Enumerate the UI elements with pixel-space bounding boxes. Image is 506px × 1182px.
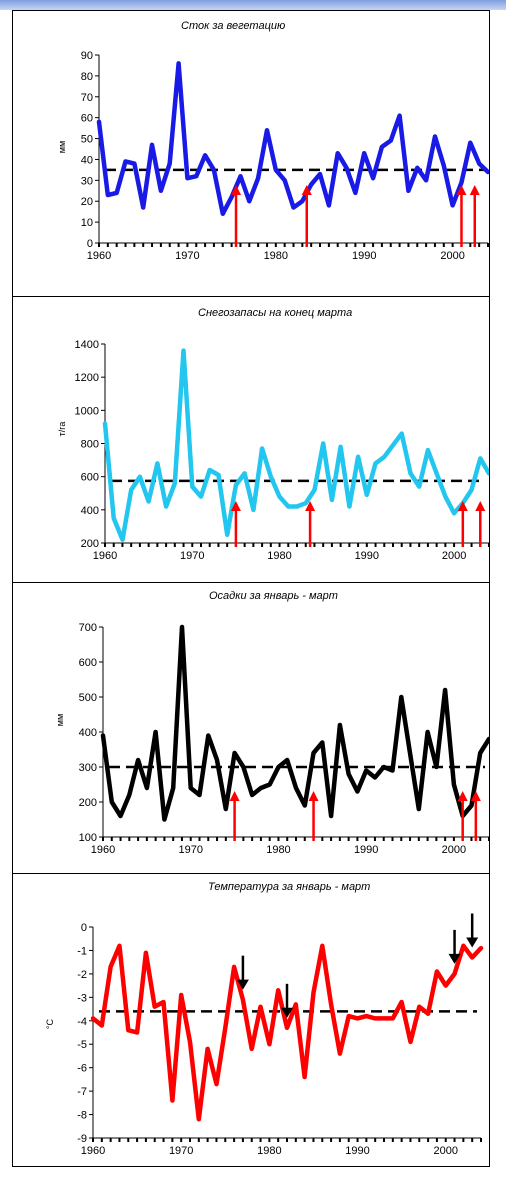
- runoff-panel: Сток за вегетацию 0 10 20 30 40 50 60 70 80 90 1960…: [13, 11, 491, 296]
- panel-divider: [13, 582, 489, 583]
- y-tick-label: 300: [79, 762, 97, 774]
- y-tick-label: 100: [79, 832, 97, 844]
- y-tick-label: 1400: [75, 339, 99, 351]
- x-tick-label: 2000: [442, 550, 466, 562]
- series-line: [102, 348, 492, 542]
- event-arrow: [469, 185, 480, 247]
- x-tick-label: 1970: [180, 550, 204, 562]
- x-tick-label: 1980: [257, 1145, 281, 1157]
- event-arrow: [281, 983, 293, 1018]
- runoff-chart: Сток за вегетацию 0 10 20 30 40 50 60 70 80 90 1960…: [57, 20, 491, 262]
- y-tick-label: -9: [77, 1133, 87, 1145]
- chart-title: Снегозапасы на конец марта: [198, 307, 352, 319]
- event-arrow: [448, 929, 461, 964]
- x-tick-label: 1970: [178, 844, 202, 856]
- event-arrow: [466, 913, 479, 948]
- y-tick-label: 0: [87, 238, 93, 250]
- precip-panel: Осадки за январь - март 100 200 300 400 500 60…: [13, 583, 492, 873]
- y-tick-label: 200: [79, 797, 97, 809]
- y-axis-label: т/га: [57, 422, 67, 437]
- series-line: [90, 943, 484, 1122]
- event-arrow: [470, 791, 481, 841]
- chart-title: Сток за вегетацию: [181, 20, 285, 32]
- y-tick-label: 40: [81, 154, 93, 166]
- y-tick-label: 400: [81, 505, 99, 517]
- y-tick-label: -5: [77, 1039, 87, 1051]
- y-tick-label: -4: [77, 1016, 87, 1028]
- x-tick-label: 1990: [352, 250, 376, 262]
- x-tick-label: 1960: [93, 550, 117, 562]
- y-tick-label: 1000: [75, 405, 99, 417]
- x-tick-label: 1980: [266, 844, 290, 856]
- y-tick-label: 30: [81, 175, 93, 187]
- event-arrow: [229, 791, 240, 841]
- event-arrow: [236, 955, 249, 990]
- x-tick-label: 1990: [354, 844, 378, 856]
- x-tick-label: 1960: [91, 844, 115, 856]
- y-axis-label: мм: [57, 141, 67, 153]
- y-tick-label: -6: [77, 1063, 87, 1075]
- series-line: [96, 61, 491, 217]
- precipitation-chart: Осадки за январь - март 100 200 300 400 500 60…: [55, 590, 492, 856]
- x-tick-label: 1960: [81, 1145, 105, 1157]
- y-tick-label: -2: [77, 969, 87, 981]
- y-tick-label: 60: [81, 113, 93, 125]
- temperature-chart: Температура за январь - март 0 -1 -2 -3 -4 -5 -…: [45, 881, 484, 1157]
- y-tick-label: 600: [81, 472, 99, 484]
- y-tick-label: -1: [77, 945, 87, 957]
- temperature-panel: Температура за январь - март 0 -1 -2 -3 -4 -5 -…: [13, 874, 489, 1166]
- x-tick-label: 1990: [355, 550, 379, 562]
- y-tick-label: 600: [79, 657, 97, 669]
- series-line: [100, 624, 492, 822]
- y-tick-label: 0: [81, 922, 87, 934]
- event-arrow: [305, 501, 316, 547]
- window-title-bar: [0, 0, 506, 10]
- y-tick-label: 700: [79, 622, 97, 634]
- y-tick-label: 50: [81, 134, 93, 146]
- chart-title: Осадки за январь - март: [209, 590, 338, 602]
- y-tick-label: 20: [81, 196, 93, 208]
- y-axis-label: мм: [55, 714, 65, 726]
- chart-title: Температура за январь - март: [208, 881, 370, 893]
- event-arrow: [475, 501, 486, 547]
- x-tick-label: 1980: [267, 550, 291, 562]
- event-arrow: [231, 185, 242, 247]
- snow-panel: Снегозапасы на конец марта 200 400 600 800 10…: [13, 297, 492, 582]
- y-tick-label: 1200: [75, 372, 99, 384]
- y-tick-label: 400: [79, 727, 97, 739]
- event-arrow: [457, 501, 468, 547]
- x-tick-label: 2000: [440, 250, 464, 262]
- y-tick-label: 90: [81, 50, 93, 62]
- y-tick-label: 800: [81, 439, 99, 451]
- x-tick-label: 1960: [87, 250, 111, 262]
- y-tick-label: -8: [77, 1110, 87, 1122]
- x-tick-label: 1980: [264, 250, 288, 262]
- panel-divider: [13, 296, 489, 297]
- y-tick-label: 10: [81, 217, 93, 229]
- x-tick-label: 2000: [442, 844, 466, 856]
- chart-figure-frame: Сток за вегетацию 0 10 20 30 40 50 60 70 80 90 1960…: [12, 10, 492, 1167]
- y-tick-label: 80: [81, 71, 93, 83]
- x-tick-label: 1970: [169, 1145, 193, 1157]
- snow-chart: Снегозапасы на конец марта 200 400 600 800 10…: [57, 307, 492, 562]
- y-tick-label: 200: [81, 538, 99, 550]
- y-tick-label: 70: [81, 92, 93, 104]
- x-tick-label: 1990: [345, 1145, 369, 1157]
- event-arrow: [301, 185, 312, 247]
- x-tick-label: 1970: [175, 250, 199, 262]
- event-arrow: [457, 791, 468, 841]
- event-arrow: [456, 185, 467, 247]
- y-tick-label: -7: [77, 1086, 87, 1098]
- event-arrow: [230, 501, 241, 547]
- y-axis-label: °С: [45, 1018, 55, 1029]
- event-arrow: [308, 791, 319, 841]
- y-tick-label: 500: [79, 692, 97, 704]
- x-tick-label: 2000: [433, 1145, 457, 1157]
- panel-divider: [13, 873, 489, 874]
- y-tick-label: -3: [77, 992, 87, 1004]
